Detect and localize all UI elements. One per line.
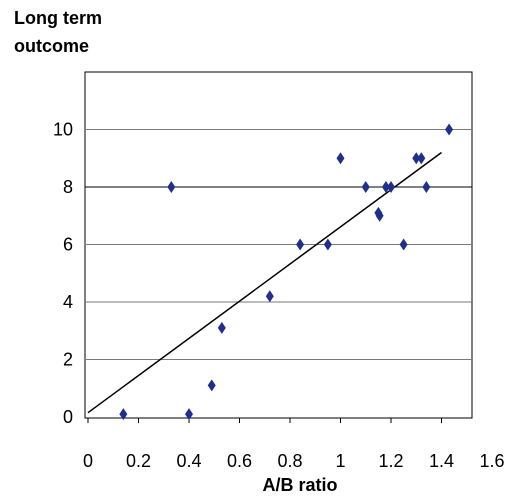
data-point xyxy=(323,238,332,251)
x-tick-label: 0.8 xyxy=(277,451,302,471)
plot-area: 0 2 4 6 8 10 0 0.2 0.4 0.6 0.8 1 1.2 1.4 1.6 xyxy=(53,71,505,471)
data-point xyxy=(265,290,274,303)
data-point xyxy=(207,379,216,392)
data-point xyxy=(217,321,226,334)
y-tick-label: 2 xyxy=(63,350,73,370)
data-point xyxy=(399,238,408,251)
data-point xyxy=(412,152,421,165)
y-axis-label-line-1: Long term xyxy=(14,8,102,28)
y-tick-label: 10 xyxy=(53,120,73,140)
x-tick-label: 0 xyxy=(83,451,93,471)
data-point xyxy=(375,209,384,222)
x-tick-label: 1.4 xyxy=(429,451,454,471)
data-point xyxy=(445,123,454,136)
x-tick-label: 1.2 xyxy=(378,451,403,471)
data-point xyxy=(185,408,193,421)
x-tick-label: 0.6 xyxy=(227,451,252,471)
data-point xyxy=(387,181,395,193)
y-tick-label: 0 xyxy=(63,407,73,427)
y-tick-label: 6 xyxy=(63,235,73,255)
data-point xyxy=(119,408,128,421)
y-tick-label: 4 xyxy=(63,292,73,312)
data-point xyxy=(336,152,345,165)
trendline xyxy=(87,151,442,414)
x-tick-label: 0.2 xyxy=(126,451,151,471)
data-point xyxy=(361,181,370,193)
x-tick-label: 0.4 xyxy=(176,451,201,471)
data-point xyxy=(381,181,390,193)
x-axis-label: A/B ratio xyxy=(262,475,337,495)
x-tick-label: 1 xyxy=(335,451,345,471)
x-tick-label: 1.6 xyxy=(479,451,504,471)
data-point xyxy=(417,152,426,165)
y-axis-label-line-2: outcome xyxy=(14,36,89,56)
data-point xyxy=(167,181,176,193)
y-tick-label: 8 xyxy=(63,177,73,197)
data-point xyxy=(422,181,431,193)
data-point xyxy=(296,238,305,251)
